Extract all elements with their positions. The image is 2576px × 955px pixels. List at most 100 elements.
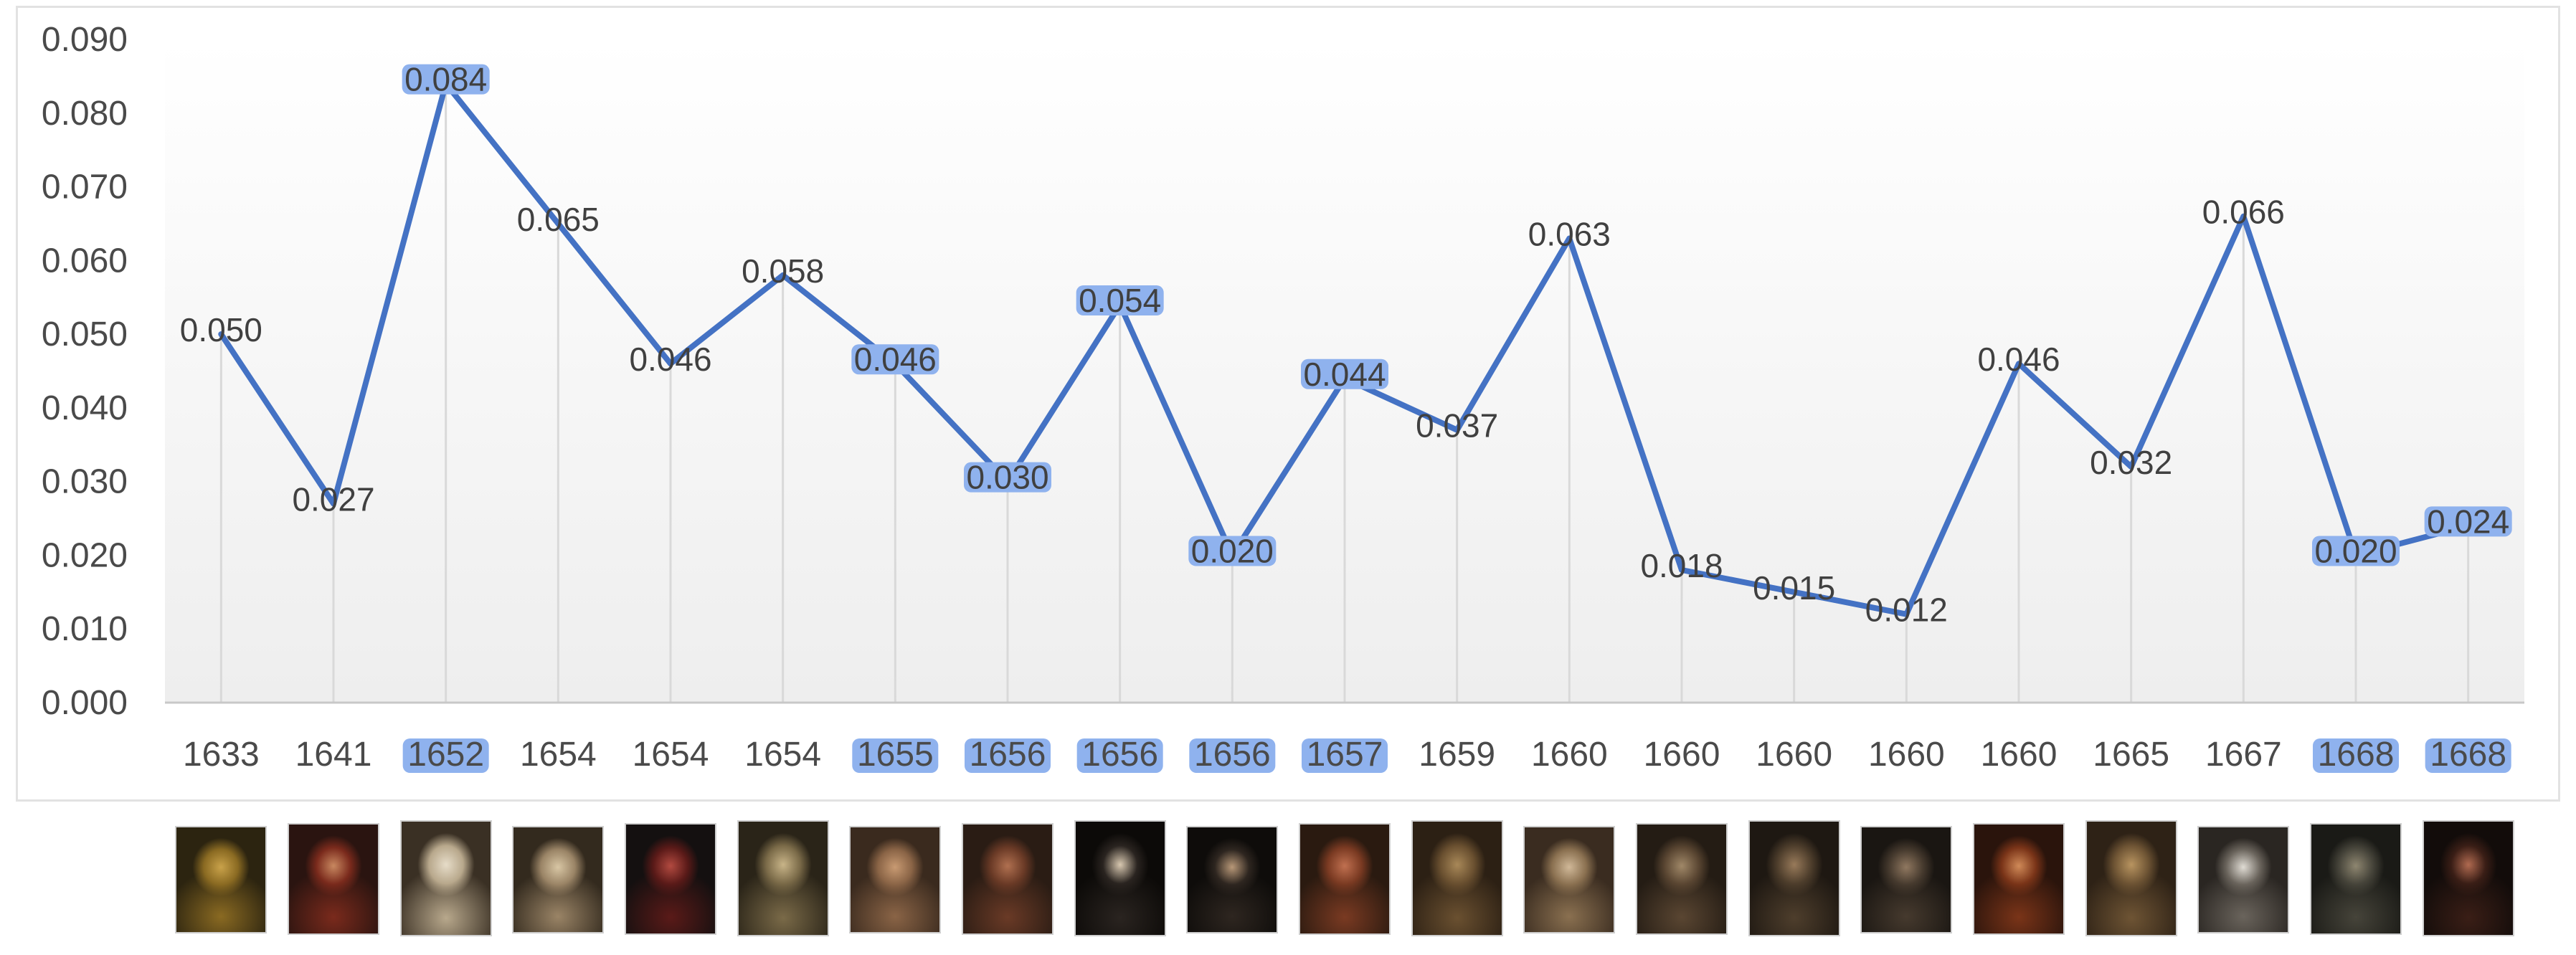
x-tick-label: 1654 — [633, 736, 709, 774]
x-tick-label: 1656 — [970, 736, 1046, 774]
x-tick-label: 1668 — [2430, 736, 2506, 774]
data-label-highlight — [402, 64, 490, 95]
data-label: 0.037 — [1416, 407, 1498, 445]
portrait-thumbnail — [175, 826, 267, 933]
x-tick-label: 1660 — [1868, 736, 1945, 774]
data-point — [669, 362, 672, 366]
data-label: 0.032 — [2090, 444, 2172, 481]
data-label: 0.046 — [854, 341, 937, 378]
data-point — [2129, 465, 2133, 469]
x-tick-label: 1652 — [407, 736, 484, 774]
data-label: 0.063 — [1528, 216, 1611, 253]
x-tick-label: 1654 — [744, 736, 821, 774]
y-tick-label: 0.000 — [42, 684, 128, 722]
data-label: 0.020 — [1191, 532, 1274, 569]
portrait-thumbnail — [737, 820, 829, 936]
data-label: 0.054 — [1079, 282, 1161, 319]
data-label-highlight — [1188, 536, 1277, 566]
y-tick-label: 0.030 — [42, 463, 128, 501]
data-point — [781, 273, 785, 277]
y-tick-label: 0.080 — [42, 95, 128, 133]
x-tick-label: 1660 — [1644, 736, 1720, 774]
portrait-thumbnail — [962, 823, 1053, 935]
data-label: 0.084 — [404, 61, 487, 98]
x-tick-label: 1660 — [1756, 736, 1832, 774]
portrait-thumbnail — [1973, 823, 2065, 935]
data-label-highlight — [851, 344, 939, 375]
data-point — [332, 502, 335, 505]
data-label: 0.020 — [2314, 532, 2397, 569]
x-tick-highlight — [2425, 738, 2511, 773]
x-tick-label: 1665 — [2093, 736, 2169, 774]
x-tick-label: 1641 — [295, 736, 372, 774]
x-tick-highlight — [1076, 738, 1163, 773]
y-tick-label: 0.050 — [42, 315, 128, 353]
x-tick-label: 1656 — [1081, 736, 1158, 774]
data-label: 0.046 — [629, 341, 711, 378]
portrait-thumbnail — [849, 826, 942, 933]
x-tick-label: 1659 — [1419, 736, 1495, 774]
portrait-thumbnail — [1636, 823, 1728, 935]
data-label-highlight — [1076, 285, 1164, 315]
data-label: 0.058 — [742, 252, 824, 290]
portrait-thumbnail — [1074, 820, 1166, 936]
data-label: 0.066 — [2202, 194, 2285, 231]
portrait-thumbnail — [1186, 826, 1279, 933]
data-label: 0.015 — [1753, 569, 1835, 607]
data-point — [2017, 362, 2020, 366]
portrait-thumbnail — [1860, 826, 1953, 933]
x-tick-label: 1667 — [2205, 736, 2282, 774]
x-tick-label: 1655 — [857, 736, 934, 774]
x-axis-ticks: 1633 1641 1652 1654 1654 1654 1655 1656 1656 1656… — [183, 736, 2511, 774]
data-point — [1792, 590, 1796, 594]
data-label-highlight — [1301, 358, 1388, 389]
portrait-thumbnail — [399, 820, 492, 936]
data-label: 0.050 — [180, 311, 262, 348]
x-tick-label: 1654 — [520, 736, 597, 774]
y-tick-label: 0.070 — [42, 168, 128, 206]
x-tick-highlight — [1302, 738, 1388, 773]
data-label: 0.027 — [292, 481, 374, 518]
y-axis-ticks: 0.000 0.010 0.020 0.030 0.040 0.050 0.060 0.070… — [42, 21, 128, 722]
data-label: 0.018 — [1640, 547, 1723, 584]
data-label-highlight — [964, 462, 1051, 493]
data-point — [1905, 612, 1908, 616]
data-point — [2242, 214, 2245, 218]
y-tick-label: 0.090 — [42, 21, 128, 59]
data-point — [1680, 569, 1683, 571]
x-tick-highlight — [965, 738, 1051, 773]
data-point — [1455, 428, 1459, 432]
y-tick-label: 0.010 — [42, 610, 128, 648]
portrait-thumbnail — [2310, 823, 2402, 935]
data-point — [557, 222, 560, 225]
data-labels: 0.050 0.027 0.084 0.065 0.046 0.058 0.046 0.030… — [180, 61, 2512, 629]
x-tick-highlight — [1189, 738, 1276, 773]
portrait-thumbnail — [1748, 820, 1840, 936]
portrait-thumbnail — [1523, 826, 1616, 933]
y-tick-label: 0.060 — [42, 242, 128, 280]
data-point — [219, 333, 223, 336]
drop-lines — [219, 83, 2470, 703]
portrait-thumbnail — [288, 823, 379, 935]
x-tick-label: 1668 — [2318, 736, 2395, 774]
portrait-thumbnail — [512, 826, 605, 933]
portrait-thumbnail — [1299, 823, 1391, 935]
portrait-thumbnail — [625, 823, 716, 935]
data-label-highlight — [2312, 536, 2400, 566]
y-tick-label: 0.020 — [42, 536, 128, 574]
data-label: 0.044 — [1303, 356, 1386, 393]
data-label: 0.030 — [966, 459, 1048, 496]
portrait-thumbnail — [2085, 820, 2177, 936]
y-tick-label: 0.040 — [42, 389, 128, 427]
portrait-thumbnail — [1411, 820, 1503, 936]
data-label: 0.046 — [1977, 341, 2060, 378]
data-point — [1568, 237, 1571, 240]
x-tick-label: 1660 — [1531, 736, 1608, 774]
x-tick-label: 1656 — [1194, 736, 1271, 774]
x-tick-highlight — [852, 738, 939, 773]
data-label: 0.012 — [1865, 591, 1948, 629]
x-tick-label: 1660 — [1981, 736, 2058, 774]
portrait-thumbnail — [2422, 820, 2514, 936]
